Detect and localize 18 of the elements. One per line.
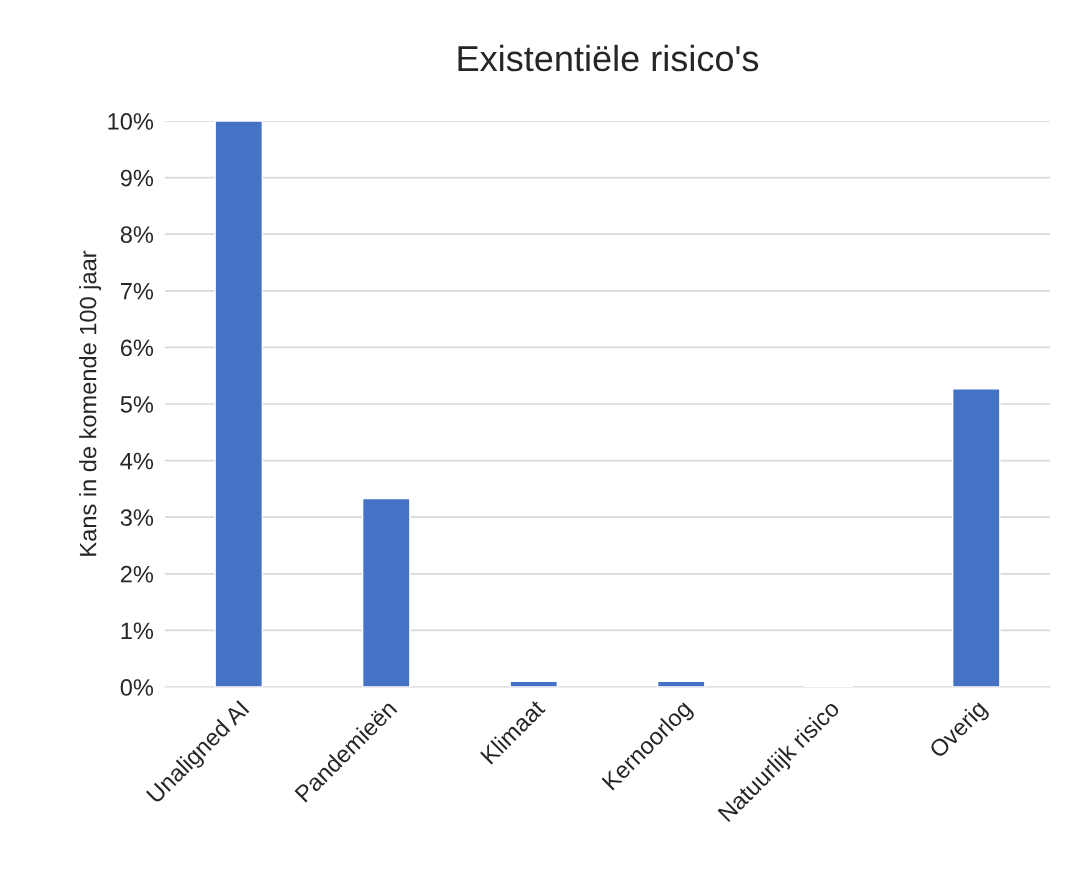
bar [361, 497, 411, 687]
y-axis-title: Kans in de komende 100 jaar [79, 250, 102, 556]
bar [214, 121, 264, 687]
y-tick-label: 8% [120, 226, 154, 243]
y-tick-label: 2% [120, 565, 154, 583]
y-tick-label: 10% [108, 113, 154, 130]
y-tick-label: 5% [120, 396, 154, 413]
chart-title: Existentiële risico's [458, 44, 759, 72]
y-tick-label: 9% [120, 169, 154, 187]
y-tick-label: 3% [120, 509, 154, 526]
bar [509, 680, 559, 687]
y-tick-label: 0% [120, 679, 154, 696]
y-tick-label: 7% [120, 282, 154, 300]
y-tick-label: 1% [121, 622, 154, 640]
bar [951, 388, 1001, 687]
y-tick-label: 6% [120, 339, 154, 357]
y-tick-label: 4% [120, 452, 154, 470]
bar [656, 680, 706, 687]
